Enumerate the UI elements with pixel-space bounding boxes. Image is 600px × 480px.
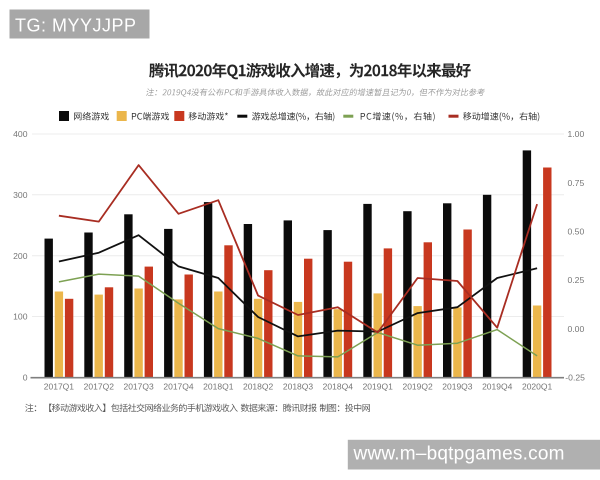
svg-text:2018Q4: 2018Q4: [323, 382, 354, 392]
svg-text:0: 0: [23, 373, 28, 383]
svg-text:0.50: 0.50: [568, 227, 585, 237]
svg-text:200: 200: [13, 251, 28, 261]
svg-text:2017Q3: 2017Q3: [123, 382, 154, 392]
svg-text:2018Q3: 2018Q3: [283, 382, 314, 392]
svg-text:0.00: 0.00: [568, 324, 585, 334]
svg-text:0.25: 0.25: [568, 275, 585, 285]
svg-text:2017Q4: 2017Q4: [163, 382, 194, 392]
svg-text:100: 100: [13, 312, 28, 322]
svg-text:TG: MYYJJPP: TG: MYYJJPP: [15, 15, 137, 35]
svg-text:www.m–bqtpgames.com: www.m–bqtpgames.com: [353, 443, 565, 464]
svg-text:2018Q1: 2018Q1: [203, 382, 234, 392]
svg-text:2020Q1: 2020Q1: [522, 382, 553, 392]
svg-text:2017Q1: 2017Q1: [44, 382, 75, 392]
svg-text:400: 400: [13, 129, 28, 139]
svg-text:2017Q2: 2017Q2: [84, 382, 115, 392]
svg-text:-0.25: -0.25: [565, 373, 585, 383]
svg-text:2018Q2: 2018Q2: [243, 382, 274, 392]
svg-text:300: 300: [13, 190, 28, 200]
svg-text:2019Q1: 2019Q1: [363, 382, 394, 392]
svg-text:2019Q4: 2019Q4: [482, 382, 513, 392]
svg-text:2019Q3: 2019Q3: [442, 382, 473, 392]
svg-text:0.75: 0.75: [568, 178, 585, 188]
svg-text:2019Q2: 2019Q2: [402, 382, 433, 392]
svg-text:1.00: 1.00: [568, 129, 585, 139]
